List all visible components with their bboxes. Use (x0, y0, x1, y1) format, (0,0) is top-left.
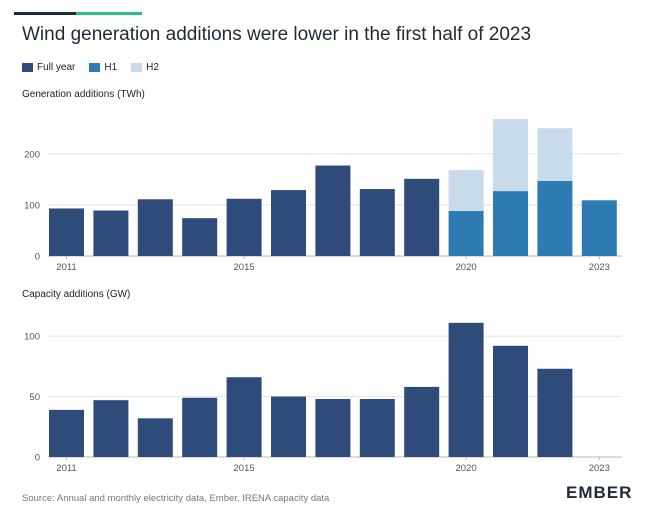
y-tick-label: 100 (24, 332, 40, 343)
y-tick-label: 50 (29, 392, 40, 403)
bar-full-year-2015 (226, 377, 262, 457)
x-tick-label: 2011 (56, 463, 76, 474)
bar-full-year-2011 (49, 208, 84, 256)
bar-full-year-2016 (271, 396, 306, 457)
bar-full-year-2017 (315, 165, 351, 256)
top-accent-bar (14, 12, 142, 15)
x-tick-label: 2020 (456, 463, 477, 474)
x-tick-label: 2011 (56, 262, 76, 273)
bar-full-year-2014 (182, 397, 218, 457)
legend-swatch-h1 (89, 62, 101, 72)
chart-title: Wind generation additions were lower in … (22, 24, 532, 45)
bar-full-year-2019 (404, 386, 440, 457)
bar-h1-2021 (493, 191, 528, 256)
y-tick-label: 100 (24, 200, 40, 211)
x-tick-label: 2023 (589, 463, 610, 474)
x-tick-label: 2020 (456, 262, 477, 273)
bar-h2-2022 (537, 128, 573, 181)
bar-full-year-2022 (537, 368, 573, 457)
bar-h1-2022 (537, 180, 573, 256)
x-tick-label: 2015 (234, 463, 255, 474)
bar-full-year-2013 (137, 199, 173, 256)
legend-label-h2: H2 (146, 61, 159, 73)
bar-full-year-2017 (315, 398, 351, 457)
bar-full-year-2012 (93, 400, 129, 457)
bar-h1-2020 (448, 211, 484, 256)
legend-swatch-full-year (22, 62, 33, 72)
bar-h2-2020 (448, 170, 484, 212)
bar-full-year-2011 (49, 409, 84, 457)
legend: Full year H1 H2 (22, 60, 159, 74)
legend-item-h1: H1 (89, 62, 117, 73)
bar-full-year-2012 (93, 210, 129, 256)
legend-label-full-year: Full year (37, 61, 76, 73)
bar-full-year-2013 (137, 418, 173, 457)
bar-full-year-2020 (448, 322, 484, 457)
bar-h2-2021 (493, 119, 528, 192)
source-note: Source: Annual and monthly electricity d… (22, 493, 330, 504)
x-tick-label: 2015 (234, 262, 255, 273)
capacity-panel-title: Capacity additions (GW) (22, 289, 131, 300)
bar-full-year-2016 (271, 190, 306, 256)
x-tick-label: 2023 (589, 262, 610, 273)
legend-item-full-year: Full year (22, 62, 75, 73)
bar-full-year-2021 (493, 345, 528, 457)
y-tick-label: 0 (35, 252, 40, 263)
legend-item-h2: H2 (131, 62, 159, 73)
bar-full-year-2019 (404, 178, 440, 256)
bar-full-year-2015 (226, 198, 262, 256)
bar-full-year-2014 (182, 218, 218, 256)
bar-full-year-2018 (359, 398, 395, 457)
bar-h1-2023 (581, 200, 617, 256)
legend-swatch-h2 (131, 62, 143, 72)
y-tick-label: 0 (35, 453, 40, 464)
ember-logo: EMBER (566, 483, 633, 502)
y-tick-label: 200 (24, 149, 40, 160)
generation-panel-title: Generation additions (TWh) (22, 89, 145, 100)
bar-full-year-2018 (359, 189, 395, 256)
legend-label-h1: H1 (104, 61, 118, 73)
